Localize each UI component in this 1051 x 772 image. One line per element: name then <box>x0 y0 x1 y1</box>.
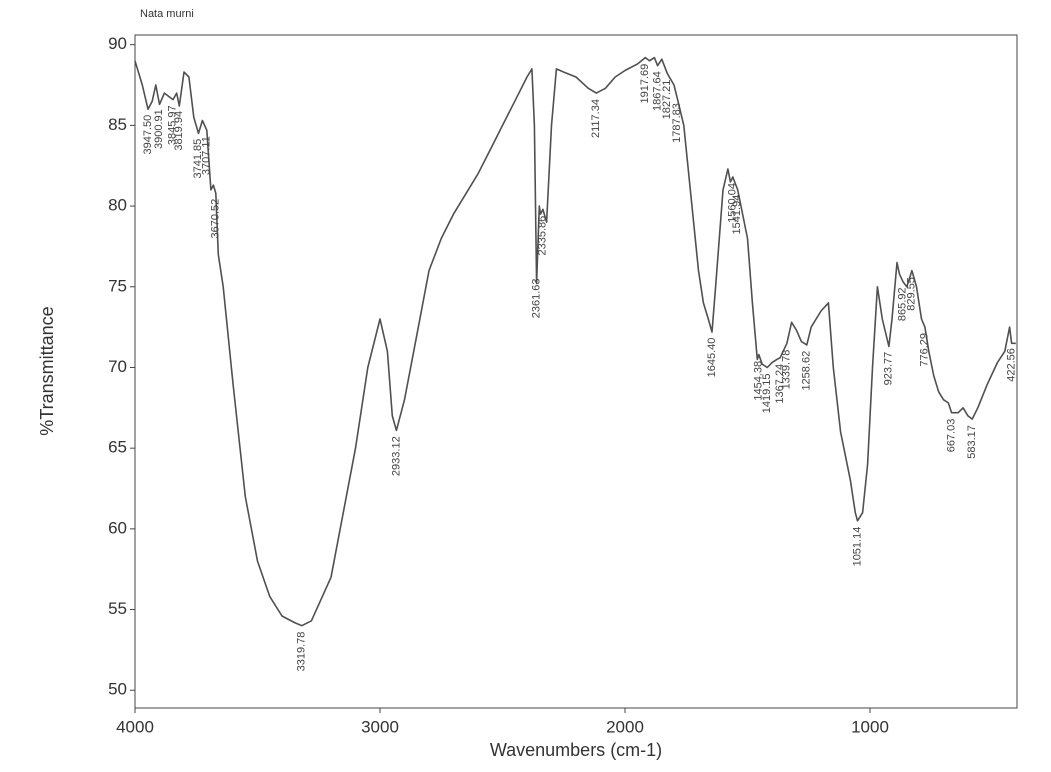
y-tick-label: 75 <box>108 276 127 295</box>
peak-label: 667.03 <box>945 419 957 453</box>
peak-label: 2117.34 <box>590 99 602 138</box>
x-tick-label: 3000 <box>361 717 399 736</box>
x-tick-label: 1000 <box>851 717 889 736</box>
sample-name: Nata murni <box>140 8 194 20</box>
y-axis-label: %Transmittance <box>37 306 57 435</box>
y-tick-label: 50 <box>108 680 127 699</box>
y-tick-label: 60 <box>108 518 127 537</box>
peak-label: 3707.11 <box>201 136 213 175</box>
y-tick-label: 55 <box>108 599 127 618</box>
peak-label: 1367.24 <box>774 364 786 404</box>
y-tick-label: 70 <box>108 357 127 376</box>
peak-label: 2933.12 <box>390 436 402 476</box>
peak-label: 3741.85 <box>192 139 204 179</box>
peak-label: 422.56 <box>1005 348 1017 382</box>
peak-label: 2361.63 <box>530 278 542 318</box>
peak-label: 923.77 <box>883 352 895 386</box>
peak-label: 3947.50 <box>142 115 154 155</box>
peak-label: 1051.14 <box>851 527 863 567</box>
peak-label: 776.29 <box>919 333 931 367</box>
plot-frame <box>134 34 1018 709</box>
peak-label: 2335.86 <box>537 216 549 256</box>
peak-label: 583.17 <box>966 425 978 459</box>
y-tick-label: 65 <box>108 438 127 457</box>
peak-label: 1645.40 <box>706 338 718 378</box>
peak-label: 1258.62 <box>801 351 813 391</box>
y-tick-label: 80 <box>108 196 127 215</box>
peak-label: 3900.91 <box>153 109 165 149</box>
x-tick-label: 2000 <box>606 717 644 736</box>
peak-label: 1339.78 <box>781 350 793 390</box>
peak-label: 865.92 <box>897 287 909 321</box>
peak-label: 829.55 <box>906 277 918 311</box>
peak-label: 1419.15 <box>761 373 773 413</box>
peak-label: 1454.38 <box>753 361 765 401</box>
x-tick-label: 4000 <box>116 717 154 736</box>
x-axis-label: Wavenumbers (cm-1) <box>490 740 662 760</box>
peak-label: 1560.04 <box>727 183 739 223</box>
peak-label: 3670.52 <box>210 199 222 239</box>
spectrum-line <box>134 56 1016 627</box>
y-tick-label: 90 <box>108 34 127 53</box>
peak-label: 1541.94 <box>731 195 743 235</box>
peak-label: 1827.21 <box>661 80 673 120</box>
peak-label: 3319.78 <box>296 632 308 672</box>
y-tick-label: 85 <box>108 115 127 134</box>
peak-label: 3819.94 <box>173 111 185 151</box>
peak-label: 1787.83 <box>671 103 683 143</box>
peak-label: 1867.64 <box>651 71 663 111</box>
peak-label: 3845.97 <box>167 105 179 145</box>
peak-label: 1917.69 <box>639 64 651 104</box>
